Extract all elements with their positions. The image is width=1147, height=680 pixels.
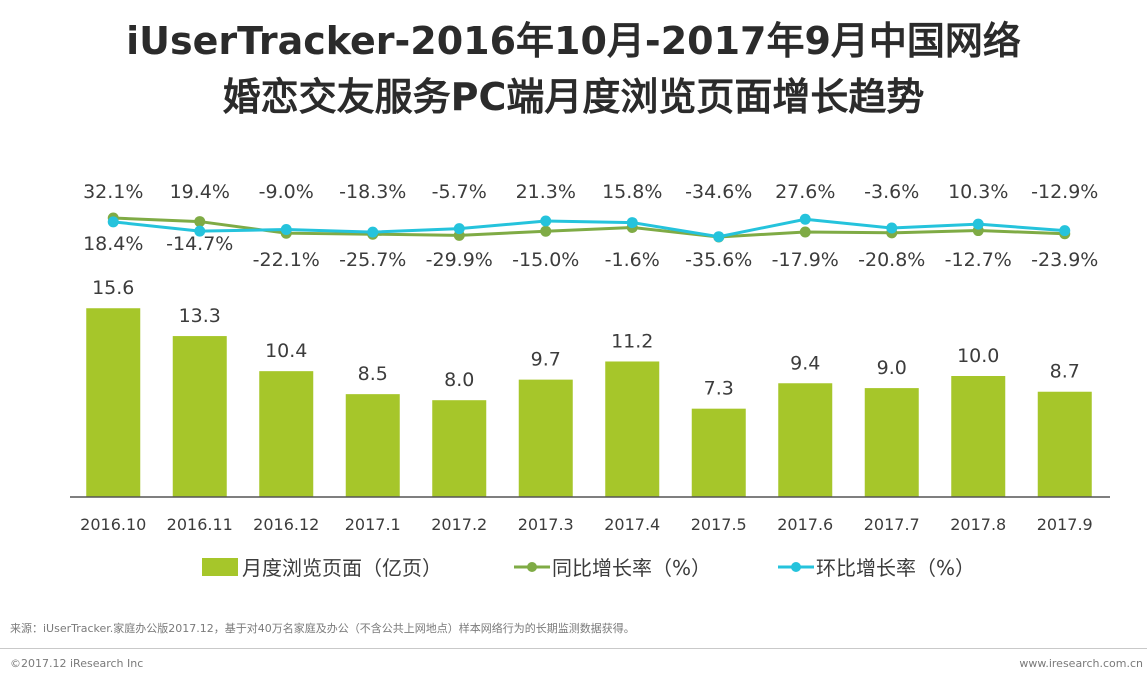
mom-label-2017.6: 27.6% [775, 181, 835, 203]
bar-2016.12 [259, 371, 314, 497]
mom-point-2017.1 [367, 226, 379, 238]
legend-swatch-mom [778, 561, 814, 572]
mom-label-2017.1: -18.3% [339, 181, 406, 203]
bar-2016.11 [172, 336, 227, 497]
bar-label-2017.7: 9.0 [877, 357, 907, 379]
mom-point-2017.7 [886, 222, 898, 234]
mom-label-2017.3: 21.3% [516, 181, 576, 203]
mom-label-2017.8: 10.3% [948, 181, 1008, 203]
bar-label-2016.10: 15.6 [92, 277, 134, 299]
yoy-label-2016.11: 19.4% [170, 181, 230, 203]
mom-point-2017.6 [799, 213, 811, 225]
x-tick-2017.1: 2017.1 [345, 515, 401, 534]
mom-point-2017.2 [453, 223, 465, 235]
yoy-label-2017.1: -25.7% [339, 249, 406, 271]
x-tick-2017.4: 2017.4 [604, 515, 660, 534]
legend-item-yoy: 同比增长率（%） [512, 552, 711, 581]
x-tick-2017.3: 2017.3 [518, 515, 574, 534]
mom-label-2016.10: 18.4% [83, 233, 143, 255]
bar-2016.10 [86, 308, 141, 497]
legend-swatch-yoy [514, 561, 550, 572]
legend-label-mom: 环比增长率（%） [816, 556, 976, 580]
website-link[interactable]: www.iresearch.com.cn [1019, 657, 1143, 670]
bar-label-2017.4: 11.2 [611, 330, 653, 352]
x-tick-2016.12: 2016.12 [253, 515, 319, 534]
mom-label-2017.5: -34.6% [685, 181, 752, 203]
legend-item-bar: 月度浏览页面（亿页） [202, 552, 442, 581]
yoy-label-2017.7: -20.8% [858, 249, 925, 271]
bar-label-2017.2: 8.0 [444, 369, 474, 391]
copyright: ©2017.12 iResearch Inc [10, 657, 144, 670]
x-tick-2017.8: 2017.8 [950, 515, 1006, 534]
mom-point-2016.10 [107, 216, 119, 228]
bar-label-2017.8: 10.0 [957, 345, 999, 367]
bar-label-2016.12: 10.4 [265, 340, 307, 362]
x-tick-2017.5: 2017.5 [691, 515, 747, 534]
bar-label-2017.5: 7.3 [704, 378, 734, 400]
source-note: 来源：iUserTracker.家庭办公版2017.12，基于对40万名家庭及办… [10, 622, 635, 635]
x-tick-2016.11: 2016.11 [167, 515, 233, 534]
bar-2017.8 [951, 376, 1006, 497]
legend-swatch-bar [202, 557, 238, 576]
legend-item-mom: 环比增长率（%） [776, 552, 975, 581]
mom-point-2017.3 [540, 215, 552, 227]
yoy-label-2017.6: -17.9% [772, 249, 839, 271]
yoy-label-2017.5: -35.6% [685, 249, 752, 271]
footer-divider [0, 648, 1147, 649]
bar-2017.1 [345, 394, 400, 497]
bar-2017.5 [691, 408, 746, 497]
x-tick-2017.7: 2017.7 [864, 515, 920, 534]
bar-2017.3 [518, 379, 573, 497]
chart-title-line2: 婚恋交友服务PC端月度浏览页面增长趋势 [222, 75, 925, 119]
yoy-point-2017.3 [540, 225, 552, 237]
yoy-label-2017.3: -15.0% [512, 249, 579, 271]
mom-label-2017.2: -5.7% [432, 181, 487, 203]
bar-2017.4 [605, 361, 660, 497]
bar-label-2017.1: 8.5 [358, 363, 388, 385]
yoy-label-2016.12: -22.1% [253, 249, 320, 271]
yoy-label-2017.2: -29.9% [426, 249, 493, 271]
bar-label-2017.6: 9.4 [790, 352, 820, 374]
bar-2017.2 [432, 400, 487, 497]
bar-label-2016.11: 13.3 [179, 305, 221, 327]
bar-label-2017.9: 8.7 [1050, 361, 1080, 383]
mom-label-2016.11: -14.7% [166, 233, 233, 255]
chart-canvas: 2016.10 2016.11 2016.12 2017.1 2017.2 2017.3 2… [70, 181, 1110, 534]
labels-group: 15.6 13.3 10.4 8.5 8.0 9.7 11.2 7.3 9.4 9.0 10.0 8.… [83, 181, 1098, 400]
mom-point-2016.11 [194, 225, 206, 237]
mom-point-2017.5 [713, 231, 725, 243]
mom-label-2017.9: -12.9% [1031, 181, 1098, 203]
mom-label-2016.12: -9.0% [259, 181, 314, 203]
bar-2017.6 [778, 383, 833, 497]
legend-label-bar: 月度浏览页面（亿页） [242, 556, 442, 580]
bar-2017.7 [864, 388, 919, 497]
x-tick-2017.9: 2017.9 [1037, 515, 1093, 534]
mom-point-2017.4 [626, 217, 638, 229]
yoy-label-2017.4: -1.6% [605, 249, 660, 271]
lines-group [107, 212, 1071, 243]
x-tick-2017.6: 2017.6 [777, 515, 833, 534]
mom-label-2017.4: 15.8% [602, 181, 662, 203]
mom-label-2017.7: -3.6% [864, 181, 919, 203]
yoy-label-2017.8: -12.7% [945, 249, 1012, 271]
legend: 月度浏览页面（亿页） 同比增长率（%） 环比增长率（%） [0, 552, 1147, 582]
legend-label-yoy: 同比增长率（%） [552, 556, 712, 580]
x-axis: 2016.10 2016.11 2016.12 2017.1 2017.2 2017.3 2… [70, 496, 1110, 534]
mom-point-2016.12 [280, 224, 292, 236]
mom-point-2017.8 [972, 218, 984, 230]
bar-2017.9 [1037, 391, 1092, 497]
bar-label-2017.3: 9.7 [531, 349, 561, 371]
x-tick-2017.2: 2017.2 [431, 515, 487, 534]
mom-point-2017.9 [1059, 225, 1071, 237]
yoy-point-2016.11 [194, 216, 206, 228]
x-tick-2016.10: 2016.10 [80, 515, 146, 534]
bars-group [86, 308, 1092, 497]
yoy-label-2016.10: 32.1% [83, 181, 143, 203]
mom-line [113, 217, 1065, 239]
chart-title-line1: iUserTracker-2016年10月-2017年9月中国网络 [126, 19, 1021, 63]
yoy-point-2017.6 [799, 226, 811, 238]
yoy-label-2017.9: -23.9% [1031, 249, 1098, 271]
